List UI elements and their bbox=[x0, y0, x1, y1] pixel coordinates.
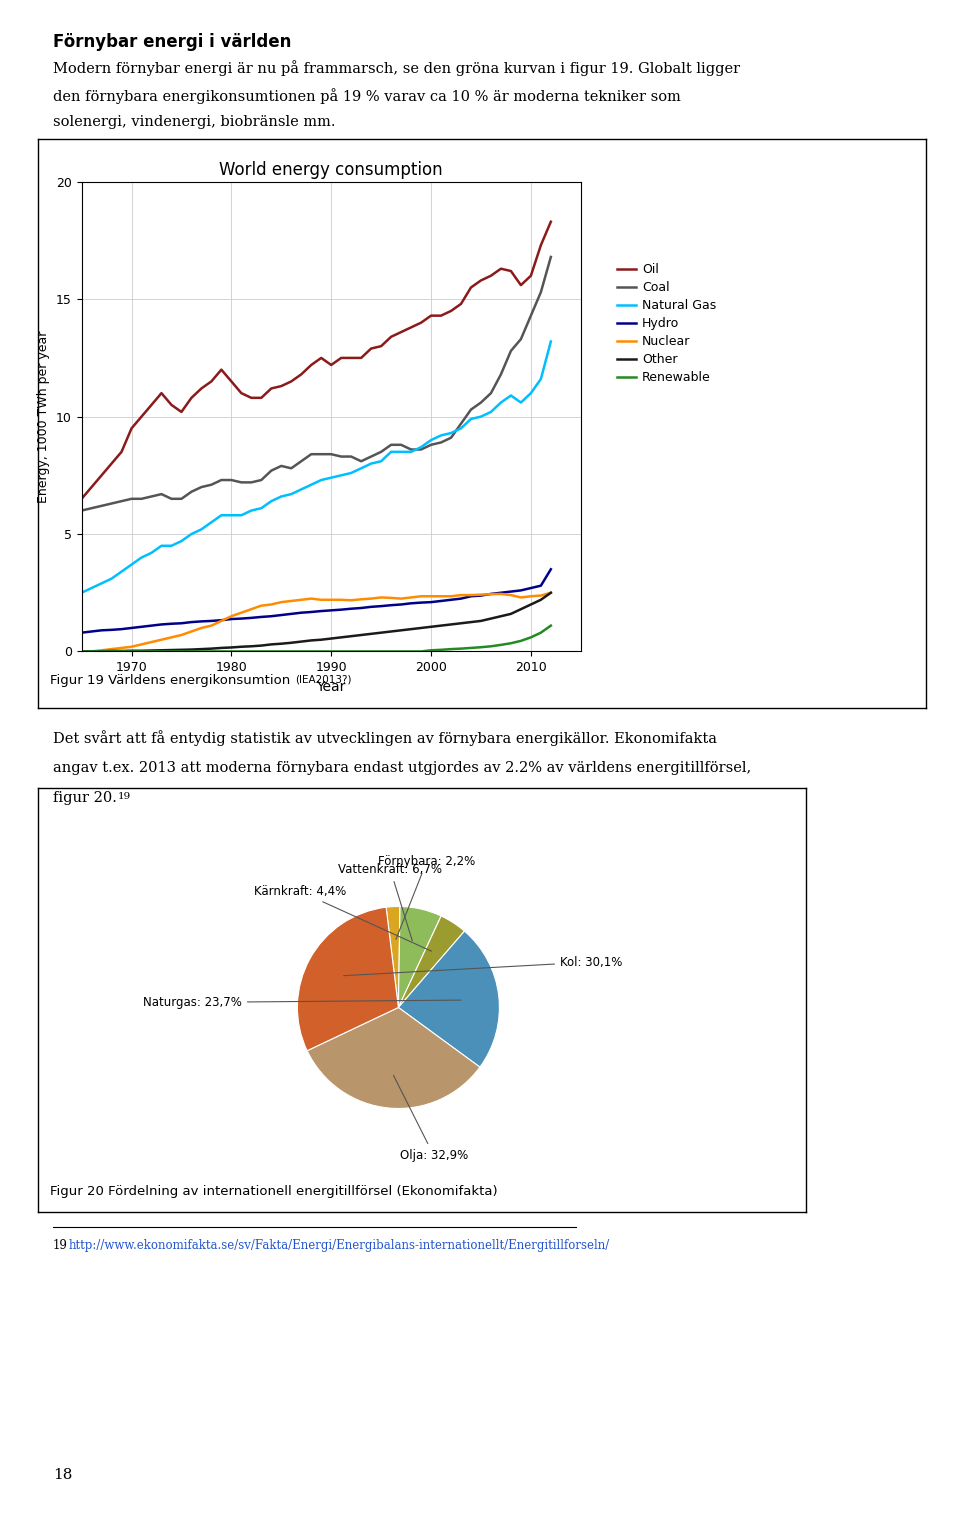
Y-axis label: Energy, 1000 TWh per year: Energy, 1000 TWh per year bbox=[37, 330, 51, 503]
Text: den förnybara energikonsumtionen på 19 % varav ca 10 % är moderna tekniker som: den förnybara energikonsumtionen på 19 %… bbox=[53, 88, 681, 103]
Text: (IEA2013?): (IEA2013?) bbox=[295, 674, 351, 685]
Legend: Oil, Coal, Natural Gas, Hydro, Nuclear, Other, Renewable: Oil, Coal, Natural Gas, Hydro, Nuclear, … bbox=[612, 259, 721, 389]
Text: solenergi, vindenergi, biobränsle mm.: solenergi, vindenergi, biobränsle mm. bbox=[53, 115, 335, 129]
Text: Kärnkraft: 4,4%: Kärnkraft: 4,4% bbox=[253, 885, 432, 951]
Text: Figur 19 Världens energikonsumtion: Figur 19 Världens energikonsumtion bbox=[50, 674, 295, 688]
Text: 19: 19 bbox=[53, 1239, 67, 1253]
Text: Förnybara: 2,2%: Förnybara: 2,2% bbox=[378, 854, 475, 939]
Wedge shape bbox=[398, 917, 465, 1007]
Text: Det svårt att få entydig statistik av utvecklingen av förnybara energikällor. Ek: Det svårt att få entydig statistik av ut… bbox=[53, 730, 717, 745]
X-axis label: Year: Year bbox=[317, 680, 346, 694]
Wedge shape bbox=[386, 906, 400, 1007]
Text: Modern förnybar energi är nu på frammarsch, se den gröna kurvan i figur 19. Glob: Modern förnybar energi är nu på frammars… bbox=[53, 61, 740, 76]
Text: Kol: 30,1%: Kol: 30,1% bbox=[344, 956, 622, 976]
Text: angav t.ex. 2013 att moderna förnybara endast utgjordes av 2.2% av världens ener: angav t.ex. 2013 att moderna förnybara e… bbox=[53, 761, 751, 774]
Text: http://www.ekonomifakta.se/sv/Fakta/Energi/Energibalans-internationellt/Energiti: http://www.ekonomifakta.se/sv/Fakta/Ener… bbox=[69, 1239, 611, 1253]
Text: Figur 20 Fördelning av internationell energitillförsel (Ekonomifakta): Figur 20 Fördelning av internationell en… bbox=[50, 1185, 497, 1198]
Text: 19: 19 bbox=[118, 792, 132, 801]
Wedge shape bbox=[307, 1007, 480, 1109]
Text: 18: 18 bbox=[53, 1468, 72, 1482]
Text: figur 20.: figur 20. bbox=[53, 791, 117, 804]
Text: Förnybar energi i världen: Förnybar energi i världen bbox=[53, 33, 291, 52]
Text: Olja: 32,9%: Olja: 32,9% bbox=[394, 1076, 468, 1162]
Wedge shape bbox=[298, 907, 398, 1051]
Wedge shape bbox=[398, 906, 442, 1007]
Wedge shape bbox=[398, 932, 499, 1067]
Title: World energy consumption: World energy consumption bbox=[220, 161, 443, 179]
Text: Naturgas: 23,7%: Naturgas: 23,7% bbox=[143, 995, 461, 1009]
Text: Vattenkraft: 6,7%: Vattenkraft: 6,7% bbox=[338, 864, 443, 941]
